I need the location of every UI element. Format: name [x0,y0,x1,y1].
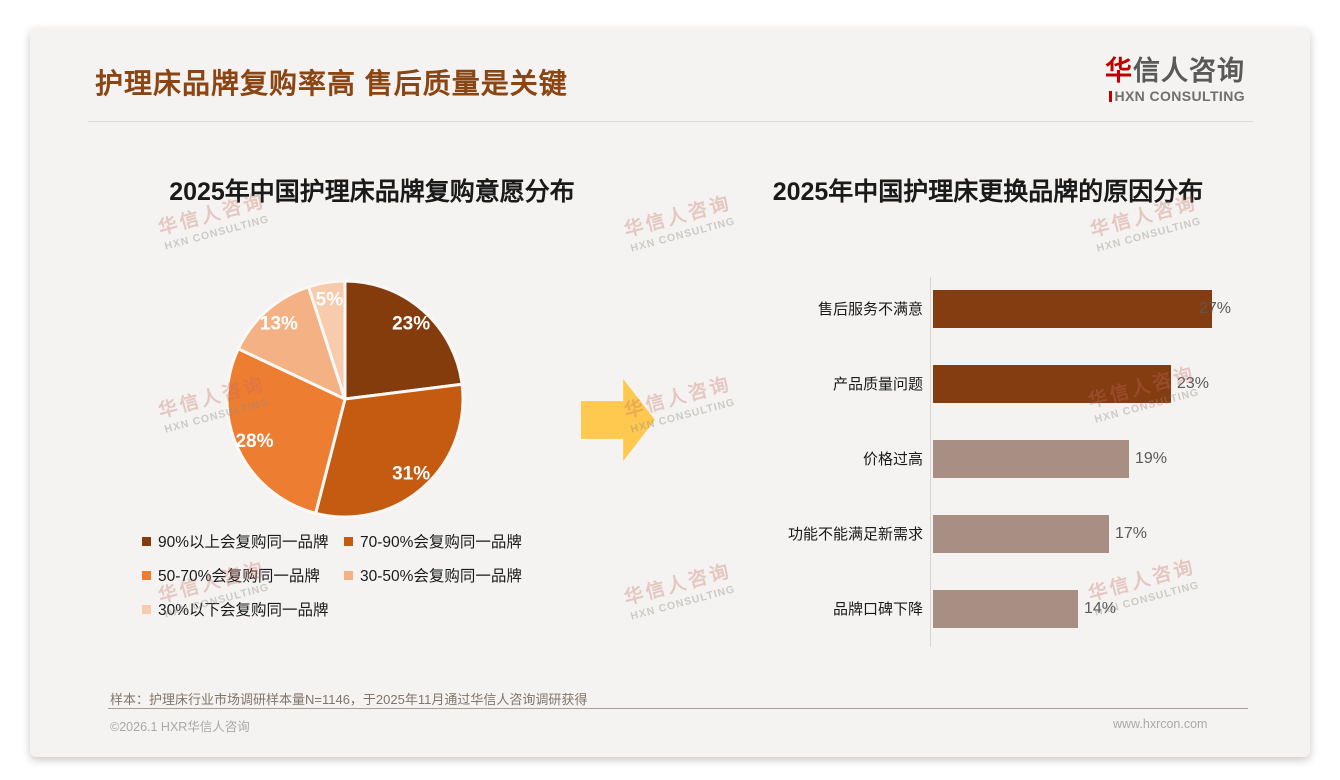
bar-fill [933,589,1078,628]
brand-logo-en-text: HXN CONSULTING [1114,88,1245,105]
bar-value-label: 27% [1199,299,1232,317]
pie-data-label: 13% [260,314,298,335]
legend-item: 30-50%会复购同一品牌 [344,564,582,586]
pie-chart-svg: 23% 31% 28% 13% 5% [225,279,465,519]
bar-track: 14% [933,589,1288,628]
bar-value-label: 14% [1084,599,1117,617]
legend-swatch [142,570,151,580]
legend-item: 70-90%会复购同一品牌 [344,530,582,552]
bar-chart-axis [930,277,931,647]
bar-row: 价格过高 19% [768,421,1288,496]
bar-category-label: 价格过高 [862,451,923,468]
pie-legend: 90%以上会复购同一品牌 70-90%会复购同一品牌 50-70%会复购同一品牌… [142,530,582,620]
bar-track: 27% [933,289,1288,328]
bar-track: 17% [933,514,1288,553]
footer-divider [108,708,1248,709]
bar-fill [933,514,1109,553]
pie-slice [236,285,347,401]
pie-chart-title: 2025年中国护理床品牌复购意愿分布 [169,178,575,206]
bar-row: 产品质量问题 23% [768,346,1288,421]
bar-value-label: 19% [1135,449,1168,467]
bar-row: 功能不能满足新需求 17% [768,496,1288,571]
website-url: www.hxrcon.com [1113,717,1208,731]
bar-category-label: 功能不能满足新需求 [787,526,923,543]
pie-data-label: 23% [392,314,430,335]
bar-category-label: 产品质量问题 [832,376,923,393]
pie-data-label: 31% [392,464,430,485]
legend-swatch [344,570,353,580]
pie-slice [307,279,347,401]
bar-chart: 售后服务不满意 27% 产品质量问题 23% 价格过高 19% 功能不能满足新需… [768,271,1288,646]
legend-label: 70-90%会复购同一品牌 [360,534,522,551]
legend-swatch [344,536,353,546]
legend-label: 90%以上会复购同一品牌 [158,534,329,551]
legend-item: 90%以上会复购同一品牌 [142,530,344,552]
bar-category-label: 品牌口碑下降 [832,601,923,618]
legend-swatch [142,536,151,546]
pie-data-label: 5% [316,290,344,311]
legend-swatch [142,604,151,614]
bar-row: 售后服务不满意 27% [768,271,1288,346]
legend-label: 50-70%会复购同一品牌 [158,568,320,585]
pie-slice [343,279,464,401]
pie-slice [225,347,347,515]
brand-logo-en: HXN CONSULTING [1095,88,1245,104]
legend-item: 30%以下会复购同一品牌 [142,598,344,620]
bar-track: 23% [933,364,1288,403]
pie-slice [314,382,465,519]
sample-footnote: 样本：护理床行业市场调研样本量N=1146，于2025年11月通过华信人咨询调研… [110,692,588,707]
bar-row: 品牌口碑下降 14% [768,571,1288,646]
brand-logo-cn-rest: 信人咨询 [1133,56,1245,86]
bar-track: 19% [933,439,1288,478]
legend-label: 30-50%会复购同一品牌 [360,568,522,585]
brand-logo-cn: 华信人咨询 [1095,56,1245,87]
bar-fill [933,364,1171,403]
bar-chart-title: 2025年中国护理床更换品牌的原因分布 [772,178,1204,206]
header-divider [88,121,1253,122]
legend-item: 50-70%会复购同一品牌 [142,564,344,586]
bar-category-label: 售后服务不满意 [817,301,923,318]
pie-data-label: 28% [235,431,273,452]
bar-fill [933,439,1129,478]
bar-value-label: 17% [1115,524,1148,542]
brand-tick-icon [1109,90,1113,102]
page-title: 护理床品牌复购率高 售后质量是关键 [95,68,568,99]
bar-fill [933,289,1212,328]
brand-logo-cn-accent: 华 [1105,56,1133,86]
copyright-text: ©2026.1 HXR华信人咨询 [110,720,250,734]
brand-logo: 华信人咨询 HXN CONSULTING [1095,56,1245,104]
legend-label: 30%以下会复购同一品牌 [158,602,329,619]
bar-value-label: 23% [1177,374,1210,392]
pie-chart: 23% 31% 28% 13% 5% [217,271,473,527]
